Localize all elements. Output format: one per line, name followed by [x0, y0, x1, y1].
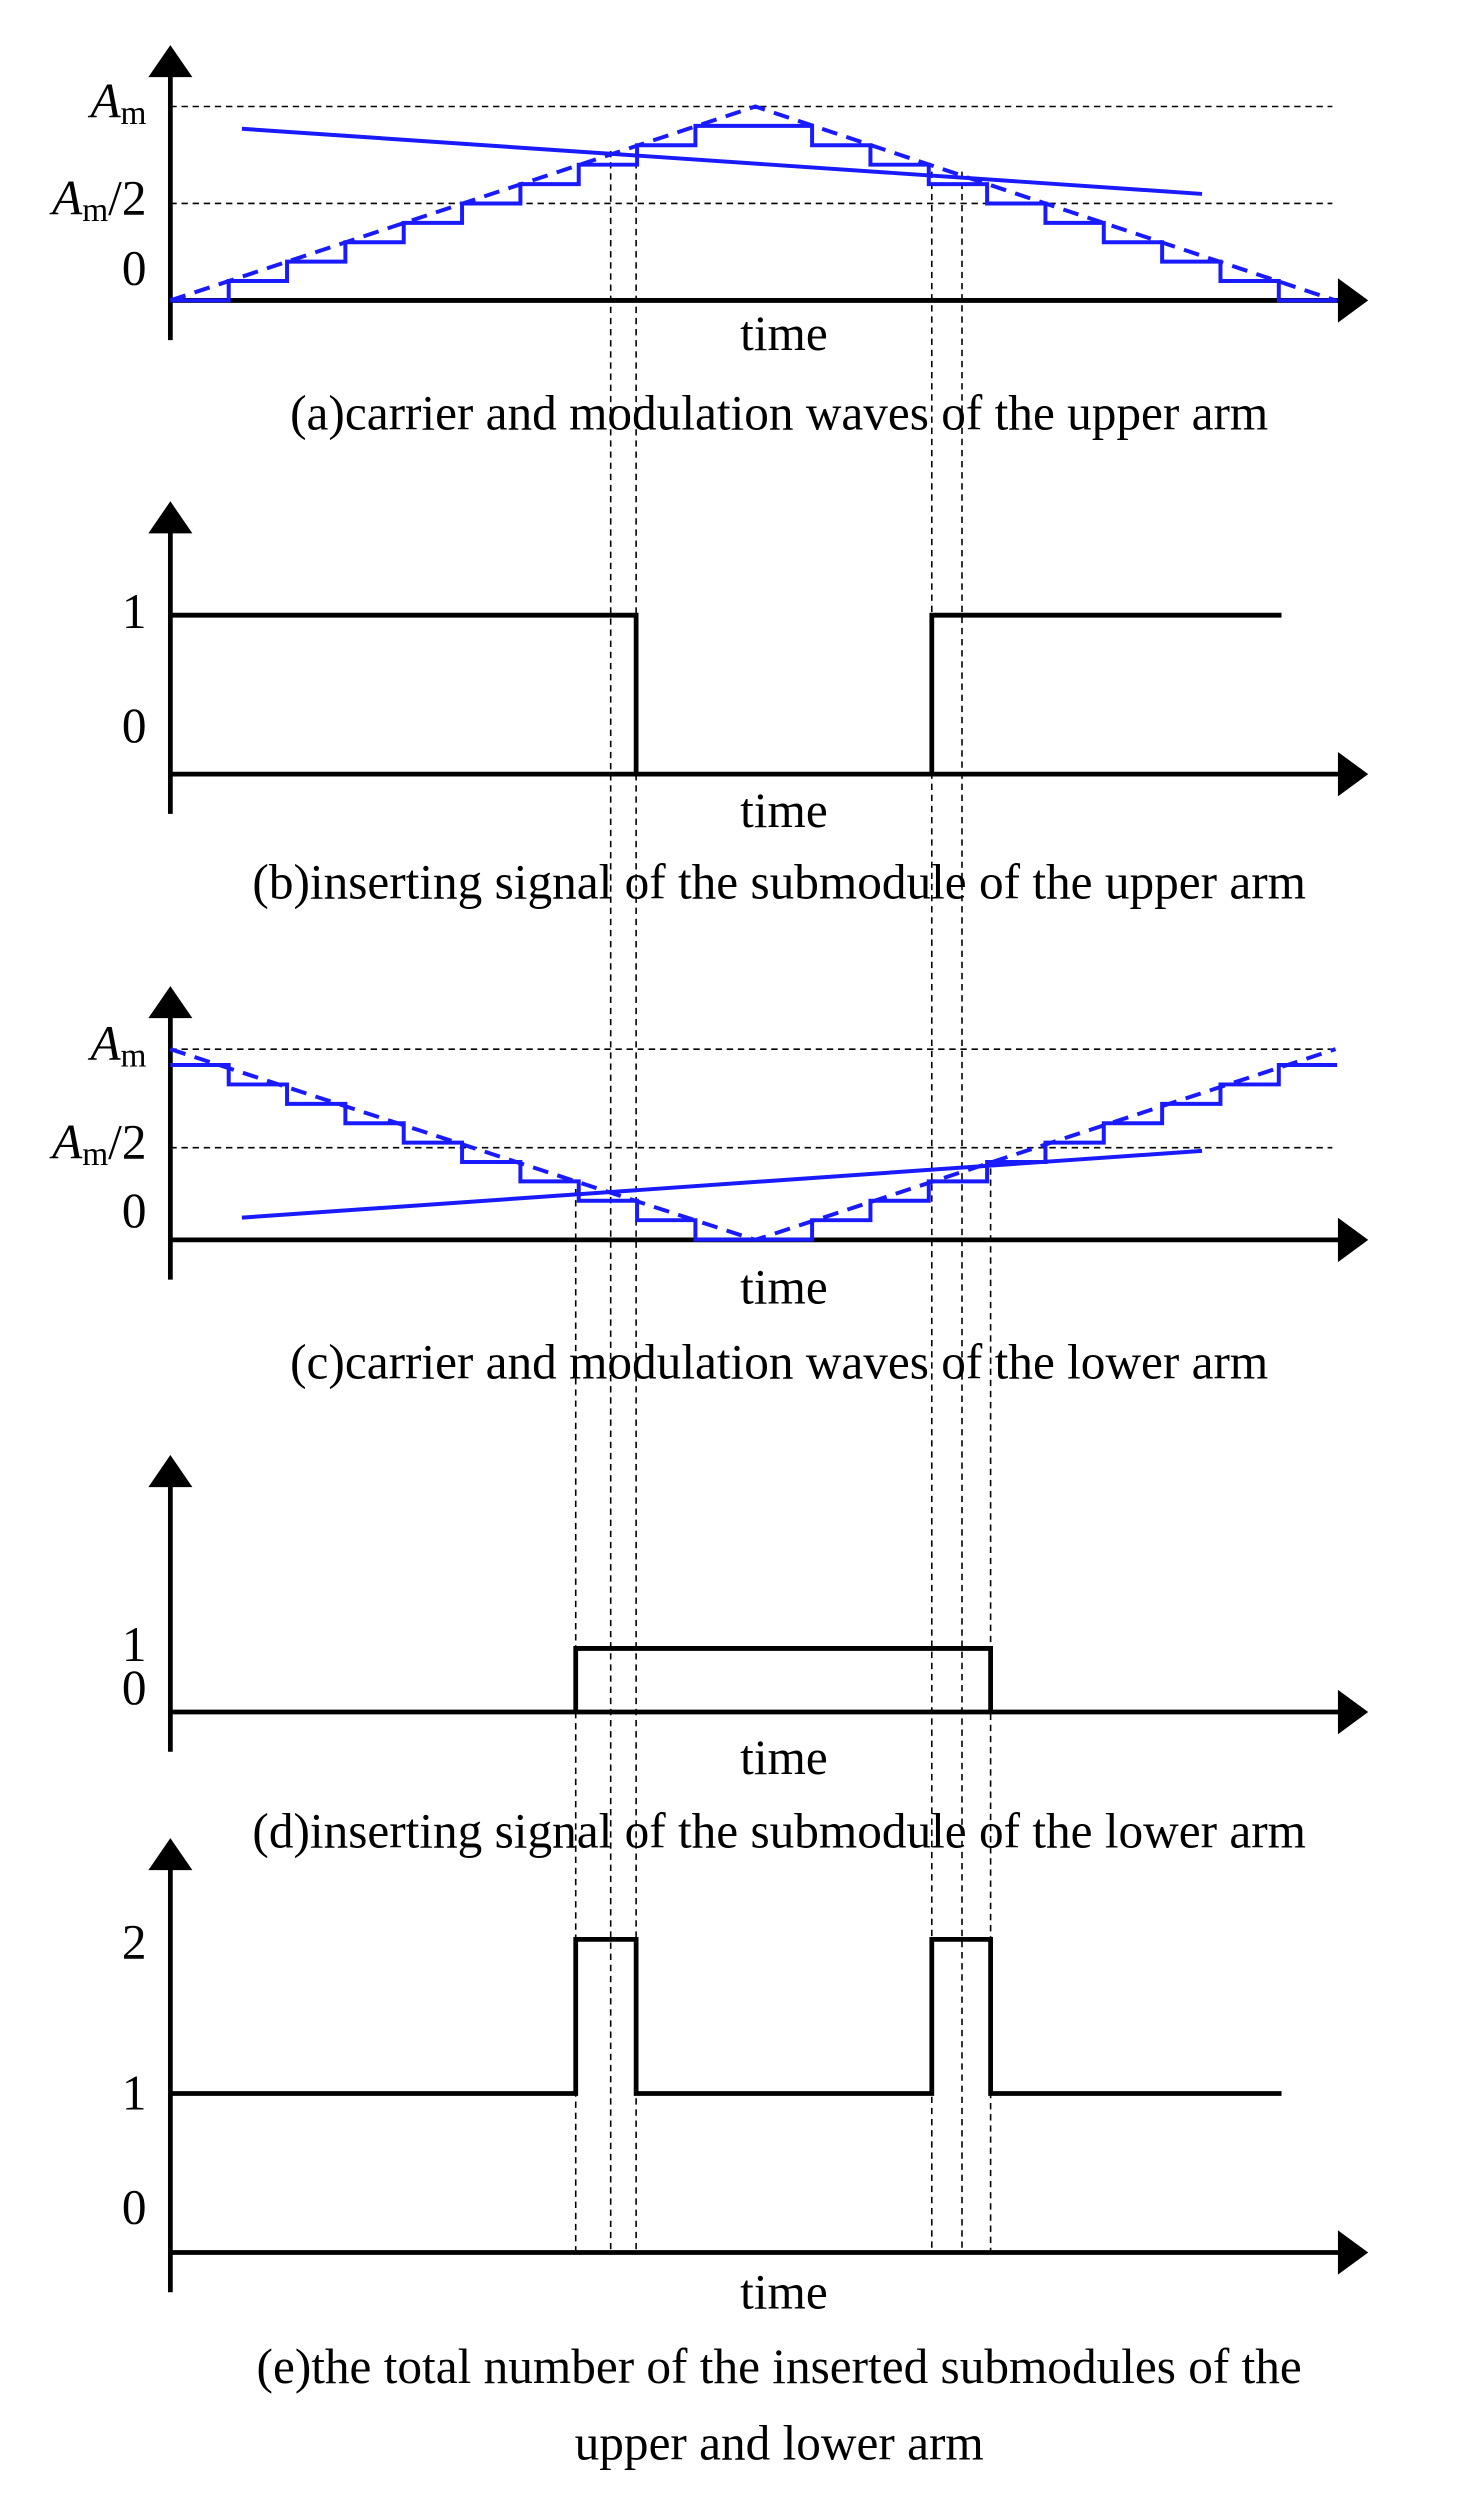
caption: (d)inserting signal of the submodule of …: [252, 1803, 1306, 1858]
label-italic: A: [49, 171, 83, 226]
x-label: time: [740, 783, 828, 838]
label-text: 0: [122, 1183, 147, 1238]
label-italic: A: [87, 1016, 121, 1071]
x-label: time: [740, 1260, 828, 1315]
y-label: 0: [122, 1183, 147, 1238]
x-label: time: [740, 1730, 828, 1785]
label-text: 1: [122, 2066, 147, 2121]
y-label: Am/2: [49, 171, 146, 229]
y-label: Am/2: [49, 1115, 146, 1173]
y-label: 0: [122, 1660, 147, 1715]
caption: (c)carrier and modulation waves of the l…: [290, 1334, 1268, 1389]
caption: (e)the total number of the inserted subm…: [257, 2339, 1302, 2394]
x-arrow: [1337, 1689, 1369, 1735]
y-label: Am: [87, 74, 146, 132]
y-arrow: [148, 45, 193, 78]
caption: (b)inserting signal of the submodule of …: [252, 854, 1306, 909]
y-arrow: [148, 1455, 193, 1488]
label-italic: A: [87, 74, 121, 129]
label-sub: m: [82, 192, 108, 229]
modulation-wave: [241, 126, 1203, 196]
y-label: 1: [122, 1617, 147, 1672]
x-label: time: [740, 306, 828, 361]
caption: upper and lower arm: [575, 2415, 984, 2470]
y-label: 1: [122, 584, 147, 639]
y-arrow: [148, 501, 193, 534]
label-text: 1: [122, 1617, 147, 1672]
label-text: 0: [122, 1660, 147, 1715]
x-arrow: [1337, 278, 1369, 323]
signal: [573, 1646, 993, 1713]
label-text: 1: [122, 584, 147, 639]
y-label: 0: [122, 699, 147, 754]
y-label: 1: [122, 2066, 147, 2121]
label-italic: A: [49, 1115, 83, 1170]
signal: [170, 612, 1282, 775]
x-arrow: [1337, 751, 1369, 797]
y-label: 2: [122, 1915, 147, 1970]
label-tail: /2: [108, 171, 146, 226]
signal: [170, 1936, 1282, 2096]
caption: (a)carrier and modulation waves of the u…: [290, 385, 1268, 440]
carrier-triangle: [169, 104, 1337, 303]
x-label: time: [740, 2264, 828, 2319]
y-arrow: [148, 1838, 193, 1871]
label-text: 0: [122, 699, 147, 754]
modulation-wave: [241, 1148, 1203, 1220]
label-sub: m: [121, 1037, 147, 1074]
y-label: Am: [87, 1016, 146, 1074]
x-arrow: [1337, 2230, 1369, 2275]
staircase: [170, 1063, 1338, 1242]
y-label: 0: [122, 241, 147, 296]
label-sub: m: [82, 1136, 108, 1173]
label-tail: /2: [108, 1115, 146, 1170]
label-text: 2: [122, 1915, 147, 1970]
staircase: [170, 123, 1338, 303]
label-sub: m: [121, 95, 147, 132]
label-text: 0: [122, 2180, 147, 2235]
label-text: 0: [122, 241, 147, 296]
y-label: 0: [122, 2180, 147, 2235]
y-arrow: [148, 986, 193, 1019]
x-arrow: [1337, 1217, 1369, 1263]
